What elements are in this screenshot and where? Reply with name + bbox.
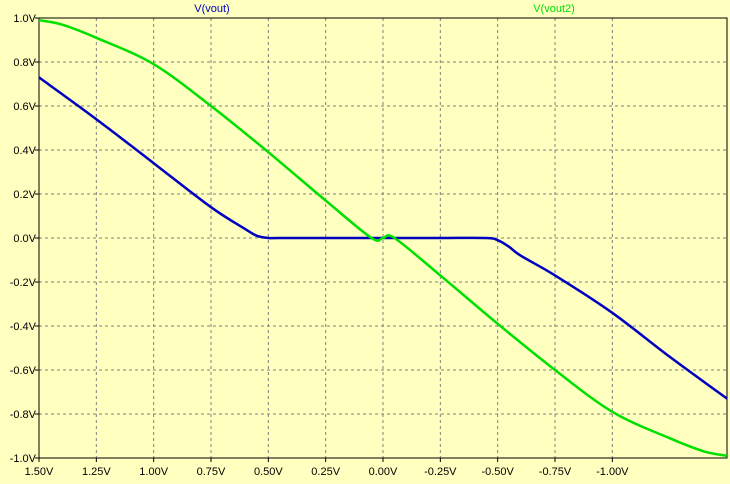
x-tick-labels: 1.50V 1.25V 1.00V 0.75V 0.50V 0.25V 0.00V -0.25…: [25, 466, 630, 478]
y-tick-label: -0.4V: [10, 321, 37, 333]
x-tick-label: 0.50V: [254, 466, 283, 478]
y-tick-label: 0.6V: [13, 101, 36, 113]
x-tick-label: -0.25V: [424, 466, 457, 478]
legend: V(vout) V(vout2): [194, 3, 575, 15]
y-tick-label: -1.0V: [10, 453, 37, 465]
x-tick-label: -0.75V: [539, 466, 572, 478]
y-tick-label: 1.0V: [13, 13, 36, 25]
y-tick-label: 0.0V: [13, 233, 36, 245]
x-tick-label: 1.25V: [82, 466, 111, 478]
series-layer: [38, 18, 728, 458]
x-tick-label: 0.00V: [369, 466, 398, 478]
y-tick-label: 0.2V: [13, 189, 36, 201]
x-tick-label: 1.00V: [139, 466, 168, 478]
y-tick-labels: 1.0V 0.8V 0.6V 0.4V 0.2V 0.0V -0.2V -0.4V -0.6V -…: [10, 13, 37, 465]
x-tick-label: 0.25V: [311, 466, 340, 478]
grid-lines: [35, 17, 727, 462]
x-tick-label: 0.75V: [197, 466, 226, 478]
x-tick-label: 1.50V: [25, 466, 54, 478]
series-line-2: [38, 18, 728, 458]
y-tick-label: 0.8V: [13, 57, 36, 69]
y-tick-label: -0.6V: [10, 365, 37, 377]
plot-frame: [38, 17, 728, 459]
legend-entry-1: V(vout): [194, 3, 229, 15]
x-tick-label: -1.00V: [596, 466, 629, 478]
y-tick-label: 0.4V: [13, 145, 36, 157]
legend-entry-2: V(vout2): [533, 3, 575, 15]
x-tick-label: -0.50V: [481, 466, 514, 478]
y-tick-label: -0.2V: [10, 277, 37, 289]
y-tick-label: -0.8V: [10, 409, 37, 421]
